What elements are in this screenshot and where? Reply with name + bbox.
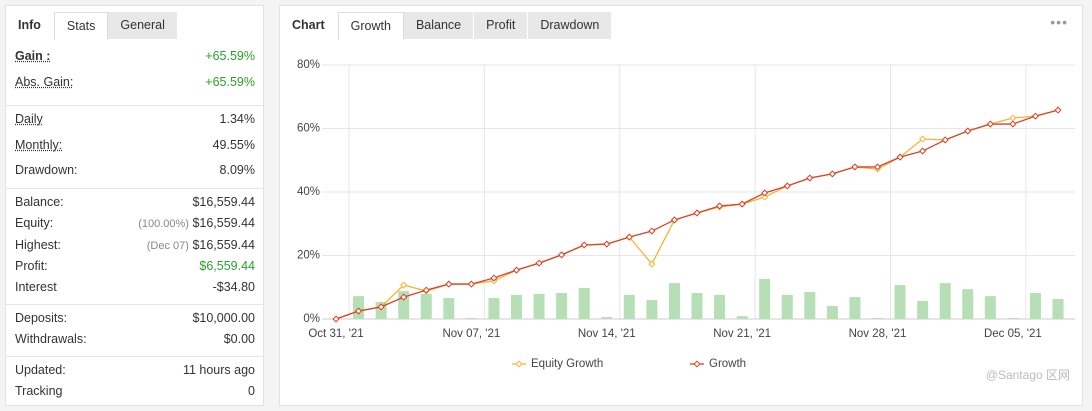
chart-panel: Chart Growth Balance Profit Drawdown ••• @Sa… — [279, 5, 1083, 406]
stat-number: $10,000.00 — [192, 311, 255, 325]
stat-row: Drawdown: 8.09% — [15, 160, 255, 180]
stat-value: $10,000.00 — [192, 308, 255, 328]
menu[interactable]: ••• — [1050, 14, 1068, 30]
tab[interactable]: Balance — [403, 12, 475, 39]
divider — [6, 188, 263, 189]
stat-row: Deposits: $10,000.00 — [15, 308, 255, 328]
tab[interactable]: General — [108, 12, 178, 39]
tab[interactable]: Drawdown — [528, 12, 613, 39]
stat-label: Balance: — [15, 195, 64, 209]
stat-label: Gain : — [15, 49, 51, 63]
watermark: @Santago 区网 — [985, 368, 1070, 382]
stat-number: 0 — [248, 384, 255, 398]
stat-label: Highest: — [15, 237, 61, 252]
stat-value: 11 hours ago — [183, 360, 255, 380]
stat-value: -$34.80 — [213, 277, 255, 297]
info-panel: Info Stats General Gain : +65.59% Abs. Gain:… — [5, 5, 264, 406]
stat-number: 49.55% — [212, 137, 255, 152]
stat-number: $16,559.44 — [192, 195, 255, 209]
stat-value: $0.00 — [224, 329, 255, 349]
stat-number: $16,559.44 — [192, 216, 255, 231]
stat-label: Deposits: — [15, 311, 68, 325]
stat-label: Interest — [15, 280, 57, 295]
stat-number: $16,559.44 — [192, 237, 255, 252]
stat-value: +65.59% — [205, 72, 255, 92]
stat-note: (Dec 07) — [146, 239, 189, 252]
tab[interactable]: Chart — [280, 12, 338, 39]
stat-row: Monthly: 49.55% — [15, 135, 255, 155]
stat-label: Monthly: — [15, 137, 63, 152]
divider — [6, 105, 263, 106]
stat-note: (100.00%) — [138, 218, 189, 231]
stat-row: Equity: (100.00%) $16,559.44 — [15, 213, 255, 233]
stat-row: Interest -$34.80 — [15, 277, 255, 297]
stat-row: Daily 1.34% — [15, 109, 255, 129]
tabs: Info Stats General — [6, 6, 178, 40]
stat-row: Updated: 11 hours ago — [15, 360, 255, 380]
stat-label: Drawdown: — [15, 163, 78, 177]
tab[interactable]: Growth — [337, 12, 404, 40]
stat-label: Equity: — [15, 216, 54, 231]
stat-row: Gain : +65.59% — [15, 46, 255, 66]
stat-label: Withdrawals: — [15, 332, 87, 346]
stat-label: Profit: — [15, 258, 48, 273]
divider — [6, 304, 263, 305]
stat-number: +65.59% — [205, 49, 255, 63]
stat-number: $6,559.44 — [199, 258, 255, 273]
stat-label: Tracking — [15, 384, 63, 398]
stat-label: Updated: — [15, 363, 66, 377]
stat-value: +65.59% — [205, 46, 255, 66]
stat-value: (Dec 07) $16,559.44 — [147, 235, 255, 256]
stat-value: 8.09% — [220, 160, 255, 180]
divider — [6, 356, 263, 357]
stat-value: 49.55% — [213, 135, 255, 155]
stat-number: $0.00 — [223, 332, 255, 346]
tab[interactable]: Profit — [474, 12, 529, 39]
stat-number: 11 hours ago — [182, 363, 255, 377]
stat-number: 8.09% — [219, 163, 255, 177]
stat-row: Tracking 0 — [15, 381, 255, 401]
stat-row: Withdrawals: $0.00 — [15, 329, 255, 349]
tab[interactable]: Stats — [53, 12, 109, 40]
stat-value: $16,559.44 — [192, 192, 255, 212]
stat-value: 0 — [248, 381, 255, 401]
stat-label: Daily — [15, 112, 43, 126]
stat-value: $6,559.44 — [199, 256, 255, 276]
stat-row: Highest: (Dec 07) $16,559.44 — [15, 235, 255, 255]
stat-row: Abs. Gain: +65.59% — [15, 72, 255, 92]
stat-number: 1.34% — [219, 112, 255, 126]
stat-value: (100.00%) $16,559.44 — [138, 213, 255, 234]
stat-row: Profit: $6,559.44 — [15, 256, 255, 276]
tab[interactable]: Info — [6, 12, 54, 39]
stat-label: Abs. Gain: — [15, 75, 74, 89]
stat-row: Balance: $16,559.44 — [15, 192, 255, 212]
stat-value: 1.34% — [220, 109, 255, 129]
stat-number: +65.59% — [205, 75, 255, 89]
tabs: Chart Growth Balance Profit Drawdown — [280, 6, 613, 40]
stat-number: -$34.80 — [212, 280, 255, 295]
